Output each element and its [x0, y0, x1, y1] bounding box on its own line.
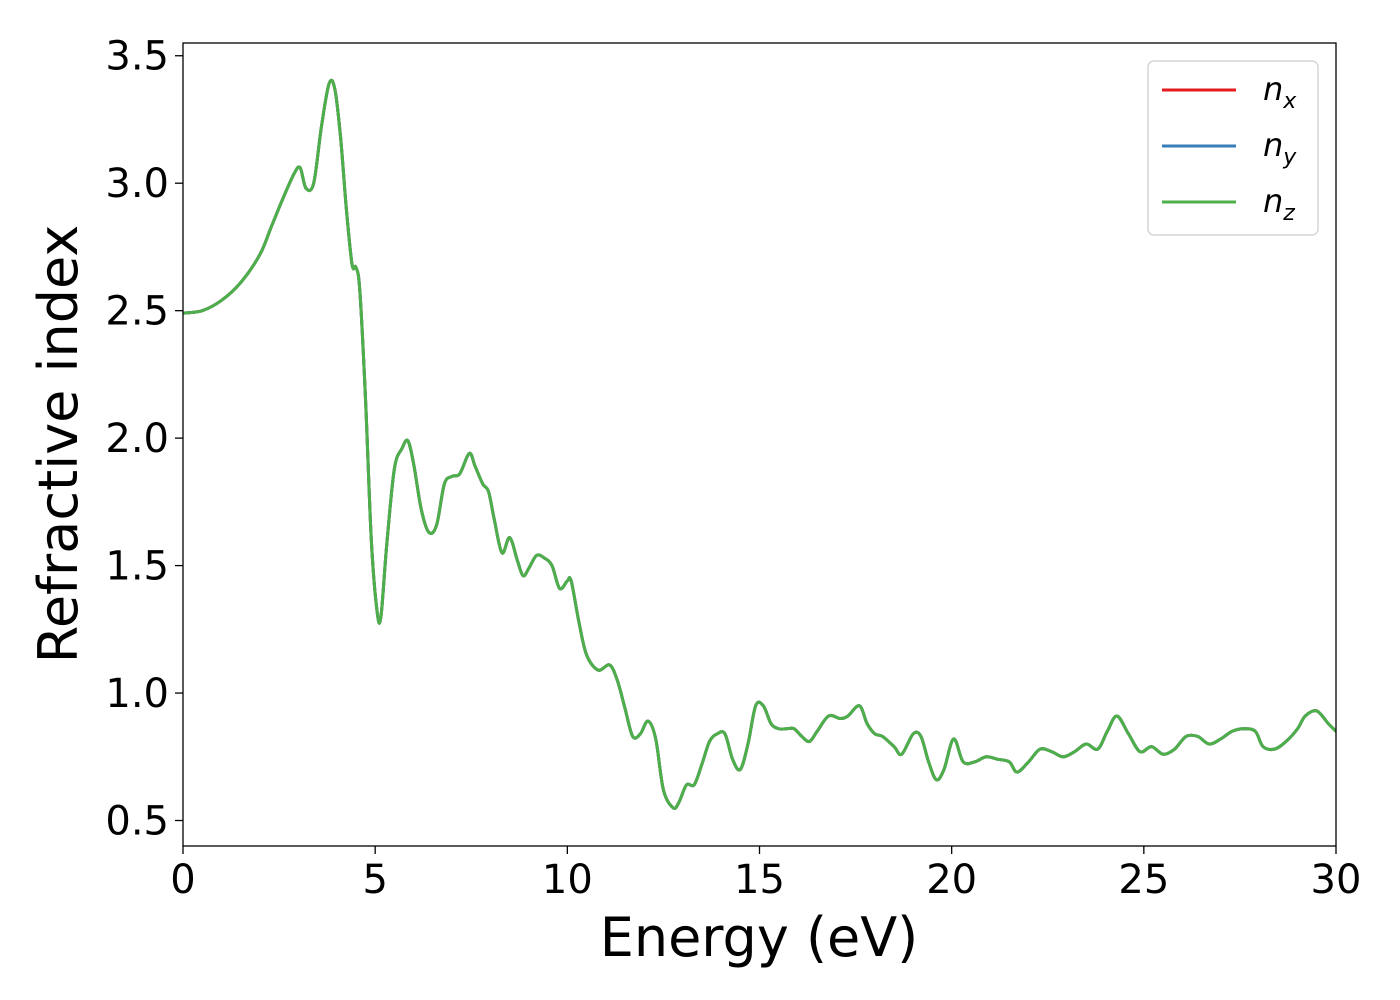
x-tick-label: 20: [926, 857, 977, 903]
y-tick-label: 1.5: [105, 544, 169, 590]
x-tick-label: 0: [170, 857, 195, 903]
plot-background: [183, 43, 1336, 846]
y-tick-label: 3.5: [105, 34, 169, 80]
y-tick-label: 0.5: [105, 799, 169, 845]
legend-label-x: nx: [1263, 70, 1297, 114]
x-axis-title: Energy (eV): [600, 906, 919, 969]
y-tick-label: 2.0: [105, 416, 169, 462]
y-tick-label: 3.0: [105, 161, 169, 207]
y-axis: 0.5 1.0 1.5 2.0 2.5 3.0 3.5: [105, 34, 183, 845]
x-tick-label: 10: [542, 857, 593, 903]
series-layer: [183, 78, 1336, 810]
y-axis-title: Refractive index: [27, 225, 90, 664]
legend: nx ny nz: [1147, 60, 1319, 236]
y-tick-label: 1.0: [105, 671, 169, 717]
x-tick-label: 25: [1118, 857, 1169, 903]
y-tick-label: 2.5: [105, 289, 169, 335]
legend-box: [1147, 60, 1319, 236]
legend-label-y: ny: [1263, 126, 1297, 170]
x-tick-label: 5: [362, 857, 387, 903]
legend-label-z: nz: [1263, 182, 1295, 226]
x-axis: 0 5 10 15 20 25 30: [170, 846, 1361, 903]
x-tick-label: 30: [1311, 857, 1362, 903]
x-tick-label: 15: [734, 857, 785, 903]
series-line-z: [183, 78, 1336, 810]
